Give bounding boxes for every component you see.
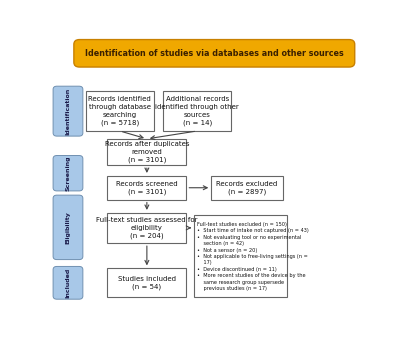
- Text: Full-text studies excluded (n = 150)
•  Start time of intake not captured (n = 4: Full-text studies excluded (n = 150) • S…: [197, 222, 309, 291]
- FancyBboxPatch shape: [53, 155, 83, 191]
- FancyBboxPatch shape: [53, 86, 83, 136]
- Text: Eligibility: Eligibility: [66, 211, 70, 244]
- FancyBboxPatch shape: [53, 195, 83, 260]
- Text: Included: Included: [66, 268, 70, 298]
- FancyBboxPatch shape: [107, 213, 186, 243]
- FancyBboxPatch shape: [53, 267, 83, 299]
- FancyBboxPatch shape: [107, 176, 186, 200]
- Text: Additional records
identified through other
sources
(n = 14): Additional records identified through ot…: [155, 96, 239, 126]
- Text: Records screened
(n = 3101): Records screened (n = 3101): [116, 181, 178, 195]
- Text: Records identified
through database
searching
(n = 5718): Records identified through database sear…: [88, 96, 151, 126]
- FancyBboxPatch shape: [86, 91, 154, 131]
- Text: Identification: Identification: [66, 87, 70, 135]
- Text: Records excluded
(n = 2897): Records excluded (n = 2897): [216, 181, 278, 195]
- Text: Identification of studies via databases and other sources: Identification of studies via databases …: [85, 49, 344, 58]
- FancyBboxPatch shape: [211, 176, 282, 200]
- Text: Records after duplicates
removed
(n = 3101): Records after duplicates removed (n = 31…: [105, 141, 189, 163]
- Text: Screening: Screening: [66, 155, 70, 191]
- FancyBboxPatch shape: [74, 39, 355, 67]
- Text: Full-text studies assessed for
eligibility
(n = 204): Full-text studies assessed for eligibili…: [96, 217, 198, 239]
- FancyBboxPatch shape: [163, 91, 231, 131]
- Text: Studies included
(n = 54): Studies included (n = 54): [118, 276, 176, 290]
- FancyBboxPatch shape: [107, 268, 186, 297]
- FancyBboxPatch shape: [194, 215, 287, 297]
- FancyBboxPatch shape: [107, 139, 186, 165]
